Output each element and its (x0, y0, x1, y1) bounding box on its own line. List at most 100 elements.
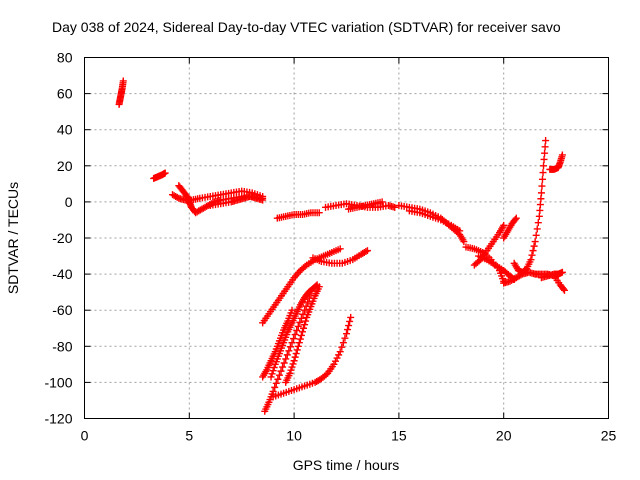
data-point (288, 363, 296, 371)
data-point (274, 375, 282, 383)
data-point (542, 137, 550, 145)
data-point (291, 331, 299, 339)
y-tick-label: 20 (57, 158, 73, 174)
series-arc-10 (405, 207, 464, 235)
data-point (301, 262, 309, 270)
data-point (336, 348, 344, 356)
data-point (293, 327, 301, 335)
data-point (534, 219, 542, 227)
series-arc-9 (395, 202, 468, 246)
data-point (530, 242, 538, 250)
data-point (279, 363, 287, 371)
data-point (304, 298, 312, 306)
data-point (119, 77, 127, 85)
series-arc-12 (309, 247, 371, 267)
data-point (294, 342, 302, 350)
data-point (295, 339, 303, 347)
data-point (346, 317, 354, 325)
data-point (289, 360, 297, 368)
data-point (333, 354, 341, 362)
y-tick-label: 80 (57, 50, 73, 66)
data-point (335, 351, 343, 359)
data-point (341, 334, 349, 342)
data-point (280, 359, 288, 367)
data-point (533, 225, 541, 233)
series-arc-16 (269, 313, 355, 401)
y-tick-label: -80 (52, 338, 72, 354)
x-tick-label: 25 (601, 428, 617, 444)
data-point (283, 351, 291, 359)
data-point (456, 227, 464, 235)
data-point (293, 346, 301, 354)
data-point (532, 231, 540, 239)
data-point (536, 201, 544, 209)
series-arc-6 (273, 209, 323, 222)
data-point (540, 162, 548, 170)
data-point (302, 317, 310, 325)
y-tick-label: -120 (44, 411, 72, 427)
data-point (511, 215, 519, 223)
data-point (267, 373, 275, 381)
y-tick-label: -40 (52, 266, 72, 282)
data-point (270, 364, 278, 372)
data-point (345, 322, 353, 330)
y-tick-label: -20 (52, 230, 72, 246)
data-point (535, 212, 543, 220)
data-point (330, 360, 338, 368)
data-point (537, 189, 545, 197)
data-point (297, 331, 305, 339)
data-point (290, 357, 298, 365)
series-arc-8 (345, 198, 386, 213)
data-point (536, 206, 544, 214)
x-tick-label: 20 (496, 428, 512, 444)
data-point (282, 355, 290, 363)
data-point (362, 248, 370, 256)
data-point (336, 245, 344, 253)
y-tick-label: -60 (52, 302, 72, 318)
y-tick-label: 60 (57, 86, 73, 102)
data-point (391, 203, 399, 211)
data-point (315, 209, 323, 217)
data-point (339, 339, 347, 347)
data-point (344, 326, 352, 334)
data-point (363, 247, 371, 255)
data-point (331, 357, 339, 365)
series-arc-5 (206, 192, 267, 210)
series-arc-2 (150, 169, 169, 182)
series-arc-20 (475, 252, 518, 284)
data-point (271, 383, 279, 391)
data-point (297, 314, 305, 322)
data-point (259, 196, 267, 204)
data-point (296, 335, 304, 343)
data-point (512, 214, 520, 222)
data-point (500, 221, 508, 229)
series-arc-1 (115, 77, 127, 108)
data-point (347, 313, 355, 321)
data-point (460, 238, 468, 246)
data-point (529, 247, 537, 255)
data-point (528, 251, 536, 259)
data-point (343, 330, 350, 338)
y-tick-label: 40 (57, 122, 73, 138)
data-point (560, 286, 568, 294)
data-point (277, 367, 285, 375)
data-point (322, 371, 330, 379)
data-point (531, 238, 539, 246)
data-point (539, 169, 547, 177)
grid-lines (84, 57, 609, 419)
data-point (173, 193, 181, 201)
data-point (301, 306, 309, 314)
axis-ticks: 0 5 10 15 20 25 -120 -100 -80 -60 -40 -20 0 20 40 60 80 (44, 50, 616, 444)
data-point (538, 175, 546, 183)
series-arc-22 (500, 214, 520, 242)
x-tick-label: 5 (185, 428, 193, 444)
series-arc-19 (470, 221, 508, 269)
data-point (286, 343, 294, 351)
data-point (537, 195, 545, 203)
x-axis-title: GPS time / hours (293, 457, 400, 473)
data-point (541, 143, 549, 151)
series-arc-26 (546, 151, 566, 173)
data-point (296, 318, 304, 326)
data-point (558, 151, 566, 159)
data-point (292, 350, 300, 358)
